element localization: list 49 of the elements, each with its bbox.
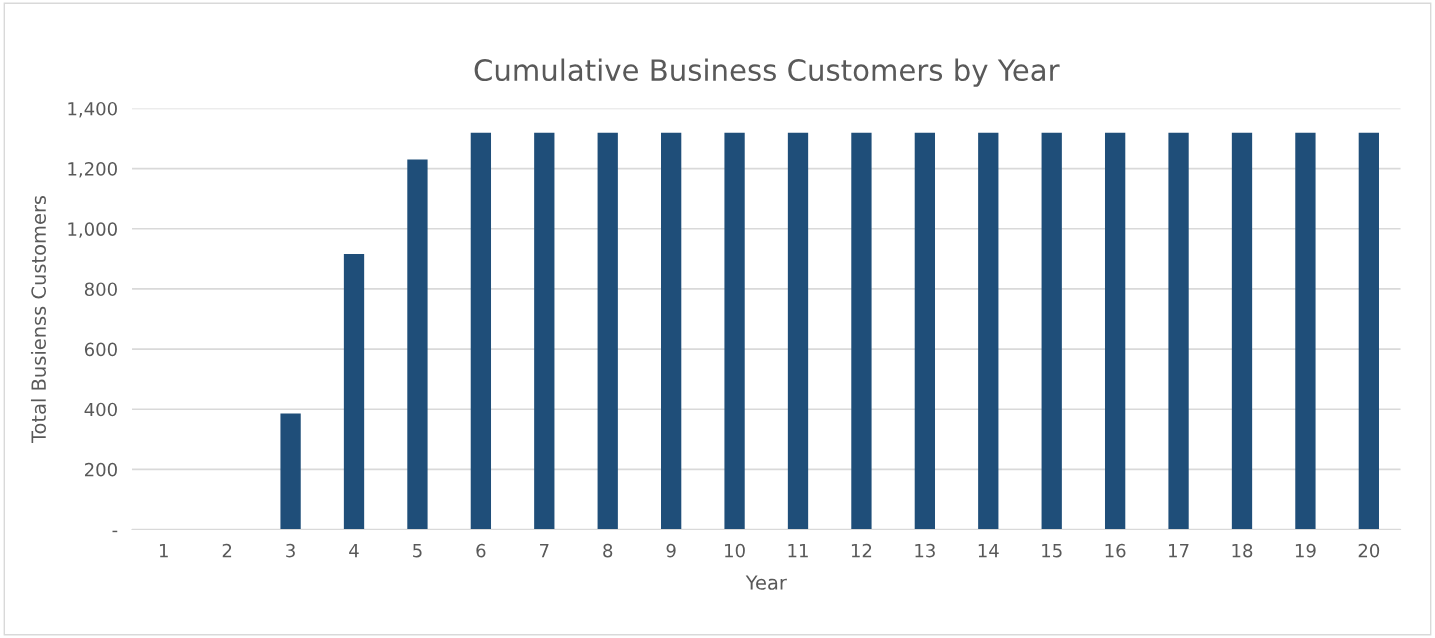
bar bbox=[470, 132, 492, 530]
bar bbox=[1231, 132, 1253, 530]
bar bbox=[787, 132, 809, 530]
bar bbox=[1041, 132, 1062, 530]
y-tick-label: 1,400 bbox=[68, 101, 117, 118]
x-tick-label: 15 bbox=[1042, 543, 1062, 558]
x-tick-label: 12 bbox=[851, 543, 872, 558]
x-tick-label: 16 bbox=[1105, 543, 1126, 558]
x-tick-label: 11 bbox=[788, 543, 808, 558]
bar bbox=[407, 159, 428, 530]
x-tick-label: 20 bbox=[1358, 543, 1380, 558]
x-tick-label: 3 bbox=[286, 543, 295, 558]
x-tick-label: 4 bbox=[349, 543, 359, 558]
x-tick-label: 7 bbox=[540, 543, 549, 558]
bar bbox=[914, 132, 936, 530]
y-tick-label: 200 bbox=[84, 462, 117, 477]
y-tick-label: - bbox=[112, 530, 118, 533]
x-tick-label: 14 bbox=[978, 543, 999, 558]
bar bbox=[851, 132, 872, 530]
x-tick-label: 18 bbox=[1232, 543, 1253, 558]
bar bbox=[978, 132, 999, 530]
y-tick-label: 800 bbox=[84, 282, 117, 297]
y-tick-label: 1,000 bbox=[68, 222, 117, 238]
y-tick-label: 1,200 bbox=[68, 162, 117, 178]
y-tick-label: 400 bbox=[84, 402, 117, 417]
bar bbox=[724, 132, 745, 530]
y-tick-label: 600 bbox=[84, 342, 117, 357]
x-tick-label: 8 bbox=[603, 543, 613, 558]
x-tick-label: 6 bbox=[476, 543, 486, 558]
x-tick-label: 9 bbox=[666, 543, 676, 558]
bar bbox=[661, 132, 682, 530]
bar bbox=[1104, 132, 1126, 530]
bar bbox=[1295, 132, 1316, 530]
x-tick-label: 5 bbox=[413, 543, 422, 558]
x-tick-label: 19 bbox=[1295, 543, 1316, 558]
x-tick-label: 1 bbox=[159, 543, 168, 558]
x-tick-label: 10 bbox=[725, 543, 745, 558]
x-axis-title: Year bbox=[745, 575, 787, 590]
x-tick-label: 17 bbox=[1169, 543, 1189, 558]
y-axis-title: Total Busienss Customers bbox=[30, 195, 47, 444]
bar bbox=[343, 254, 365, 530]
bar bbox=[1358, 132, 1379, 530]
bar bbox=[280, 413, 301, 530]
bar bbox=[534, 132, 555, 530]
x-tick-label: 2 bbox=[222, 543, 232, 558]
bar bbox=[597, 132, 618, 530]
x-tick-label: 13 bbox=[915, 543, 935, 558]
chart-title: Cumulative Business Customers by Year bbox=[474, 58, 1060, 87]
bar bbox=[1168, 132, 1189, 530]
